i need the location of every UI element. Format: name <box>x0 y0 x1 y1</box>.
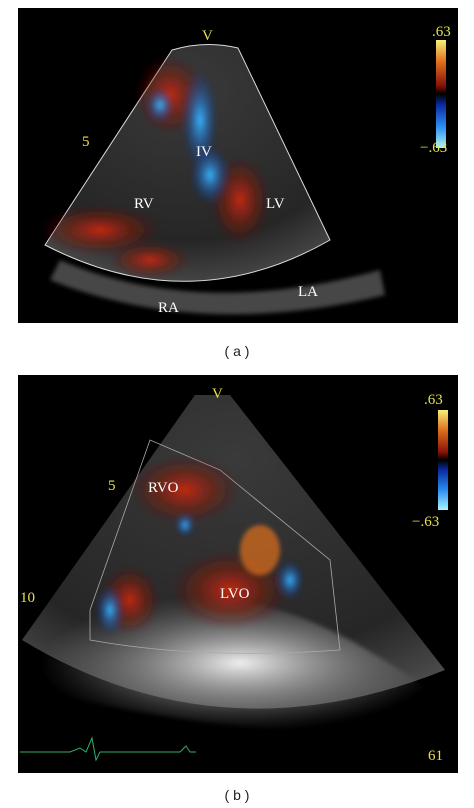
doppler-flow <box>40 55 270 278</box>
doppler-flow <box>96 455 304 635</box>
panel-a: .63 −.63 5 V RV IV LV RA LA ( a ) <box>18 8 458 359</box>
label: IV <box>196 144 212 160</box>
label: RV <box>134 196 154 212</box>
label: LA <box>298 284 318 300</box>
frame-rate: 61 <box>428 748 443 764</box>
label: RVO <box>148 480 179 496</box>
scale-bottom: −.63 <box>412 514 439 530</box>
scale-bottom: −.63 <box>420 140 447 156</box>
ecg-trace <box>20 736 196 762</box>
caption: ( a ) <box>225 343 250 359</box>
panel-b: .63 −.63 5 10 V RVO LVO 61 ( b ) <box>18 375 458 803</box>
scale-top: .63 <box>424 392 443 408</box>
depth-mark: 5 <box>82 134 90 150</box>
depth-mark: 5 <box>108 478 116 494</box>
caption: ( b ) <box>225 787 250 803</box>
scale-top: .63 <box>432 24 451 40</box>
label: LVO <box>220 586 250 602</box>
label: RA <box>158 300 179 316</box>
color-scale <box>436 40 446 148</box>
label: LV <box>266 196 285 212</box>
echo-wall <box>50 260 385 315</box>
view-marker: V <box>202 28 213 44</box>
view-marker: V <box>212 386 223 402</box>
depth-mark: 10 <box>20 590 35 606</box>
color-box <box>89 439 341 654</box>
color-scale <box>438 410 448 510</box>
